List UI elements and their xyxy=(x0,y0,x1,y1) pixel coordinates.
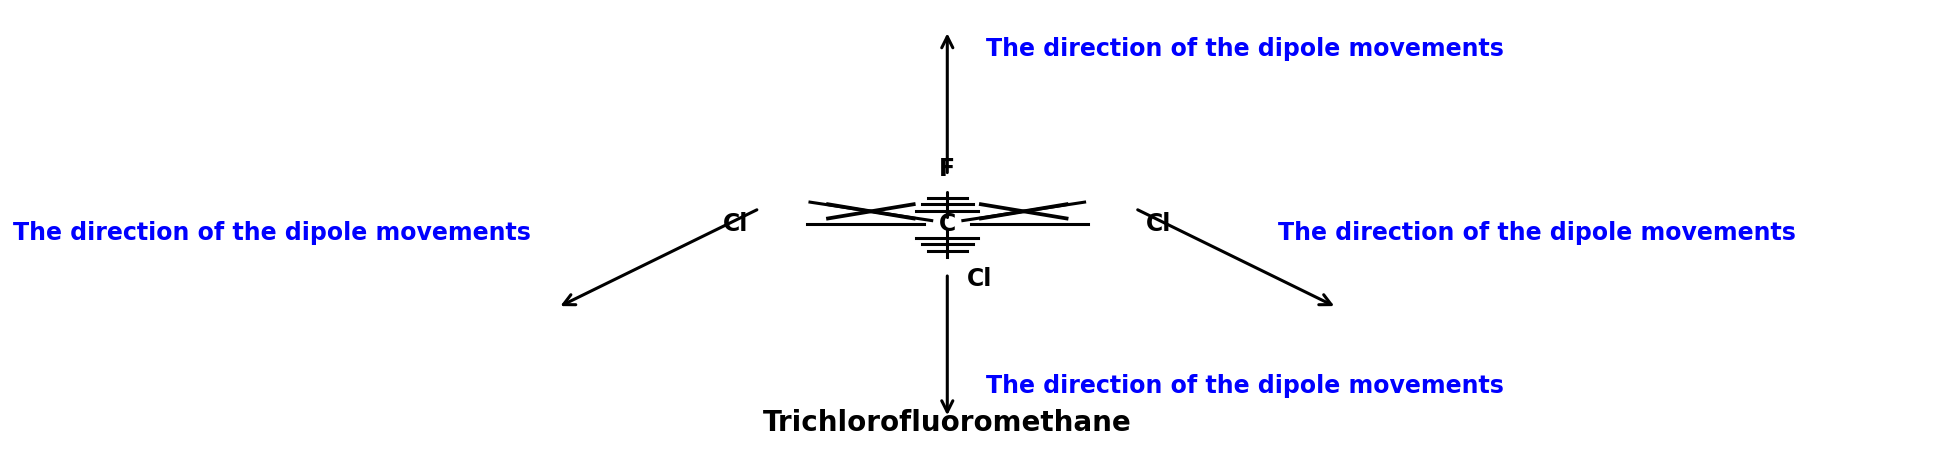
Text: C: C xyxy=(939,212,955,236)
Text: The direction of the dipole movements: The direction of the dipole movements xyxy=(986,37,1504,61)
Text: Trichlorofluoromethane: Trichlorofluoromethane xyxy=(764,409,1131,437)
Text: Cl: Cl xyxy=(723,212,748,236)
Text: The direction of the dipole movements: The direction of the dipole movements xyxy=(1279,221,1797,246)
Text: Cl: Cl xyxy=(1146,212,1172,236)
Text: The direction of the dipole movements: The direction of the dipole movements xyxy=(986,374,1504,398)
Text: Cl: Cl xyxy=(967,267,992,291)
Text: The direction of the dipole movements: The direction of the dipole movements xyxy=(12,221,531,246)
Text: F: F xyxy=(939,157,955,181)
